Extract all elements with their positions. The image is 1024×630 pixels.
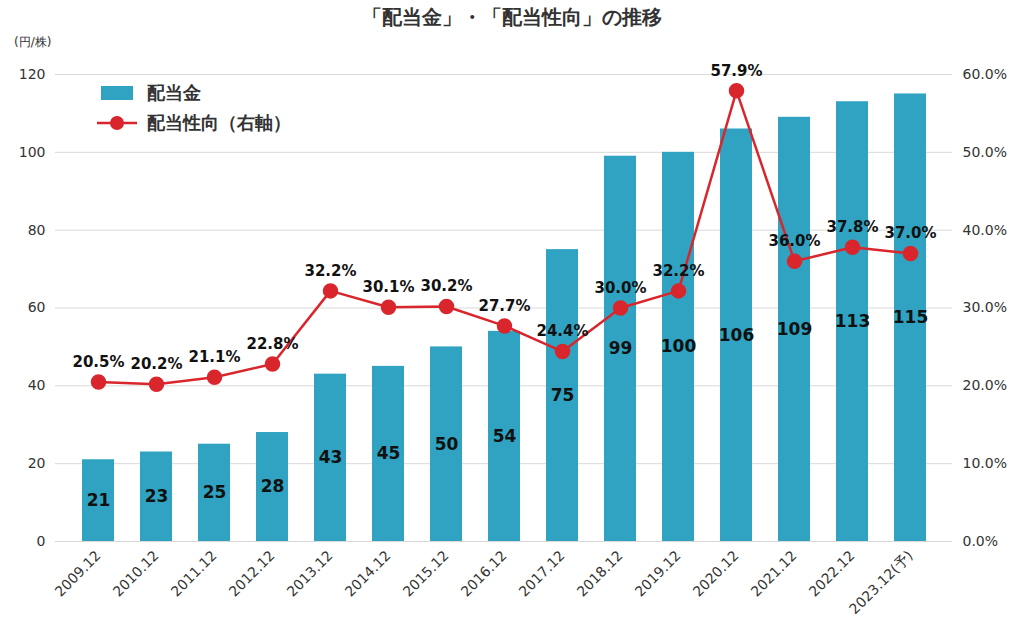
svg-text:2015.12: 2015.12 (400, 547, 452, 599)
svg-text:23: 23 (145, 486, 169, 506)
svg-text:60: 60 (28, 299, 46, 315)
svg-text:37.8%: 37.8% (826, 218, 878, 236)
svg-text:109: 109 (777, 319, 813, 339)
svg-text:2014.12: 2014.12 (342, 547, 394, 599)
svg-text:27.7%: 27.7% (478, 297, 530, 315)
svg-text:57.9%: 57.9% (710, 62, 762, 80)
svg-text:20.5%: 20.5% (72, 353, 124, 371)
svg-text:37.0%: 37.0% (884, 224, 936, 242)
svg-text:22.8%: 22.8% (246, 335, 298, 353)
svg-text:20.2%: 20.2% (130, 355, 182, 373)
svg-text:21.1%: 21.1% (188, 348, 240, 366)
svg-text:2011.12: 2011.12 (168, 547, 220, 599)
svg-text:0.0%: 0.0% (963, 533, 999, 549)
svg-text:2019.12: 2019.12 (632, 547, 684, 599)
svg-text:32.2%: 32.2% (304, 262, 356, 280)
svg-text:2012.12: 2012.12 (226, 547, 278, 599)
svg-text:30.2%: 30.2% (420, 277, 472, 295)
svg-text:40: 40 (28, 377, 46, 393)
svg-text:21: 21 (87, 490, 111, 510)
svg-text:2010.12: 2010.12 (110, 547, 162, 599)
svg-text:28: 28 (261, 476, 285, 496)
svg-text:30.0%: 30.0% (963, 299, 1007, 315)
svg-text:80: 80 (28, 222, 46, 238)
svg-text:2018.12: 2018.12 (574, 547, 626, 599)
svg-text:75: 75 (551, 385, 575, 405)
svg-text:2022.12: 2022.12 (806, 547, 858, 599)
svg-text:32.2%: 32.2% (652, 262, 704, 280)
svg-text:120: 120 (19, 66, 46, 82)
svg-text:24.4%: 24.4% (536, 322, 588, 340)
svg-text:2009.12: 2009.12 (52, 547, 104, 599)
svg-text:60.0%: 60.0% (963, 66, 1007, 82)
svg-text:0: 0 (37, 533, 46, 549)
svg-text:25: 25 (203, 482, 227, 502)
svg-text:99: 99 (609, 338, 633, 358)
html-text:配当金: 配当金 (147, 82, 201, 103)
html-text:配当性向（右軸）: 配当性向（右軸） (147, 112, 291, 133)
html-text:「配当金」・「配当性向」の推移: 「配当金」・「配当性向」の推移 (362, 5, 662, 29)
svg-text:2020.12: 2020.12 (690, 547, 742, 599)
svg-text:20: 20 (28, 455, 46, 471)
html-text:(円/株): (円/株) (14, 35, 52, 49)
svg-text:115: 115 (893, 307, 929, 327)
svg-text:30.1%: 30.1% (362, 278, 414, 296)
svg-text:20.0%: 20.0% (963, 377, 1007, 393)
svg-text:2017.12: 2017.12 (516, 547, 568, 599)
svg-text:50.0%: 50.0% (963, 144, 1007, 160)
svg-text:2023.12(予): 2023.12(予) (846, 547, 916, 617)
svg-text:36.0%: 36.0% (768, 232, 820, 250)
svg-text:2013.12: 2013.12 (284, 547, 336, 599)
svg-text:100: 100 (19, 144, 46, 160)
svg-text:106: 106 (719, 325, 755, 345)
svg-text:50: 50 (435, 434, 459, 454)
svg-text:113: 113 (835, 311, 871, 331)
svg-text:2016.12: 2016.12 (458, 547, 510, 599)
svg-text:54: 54 (493, 426, 517, 446)
svg-text:43: 43 (319, 447, 343, 467)
svg-text:2021.12: 2021.12 (748, 547, 800, 599)
svg-text:40.0%: 40.0% (963, 222, 1007, 238)
svg-text:10.0%: 10.0% (963, 455, 1007, 471)
svg-text:30.0%: 30.0% (594, 279, 646, 297)
svg-text:45: 45 (377, 443, 401, 463)
svg-text:100: 100 (661, 336, 697, 356)
